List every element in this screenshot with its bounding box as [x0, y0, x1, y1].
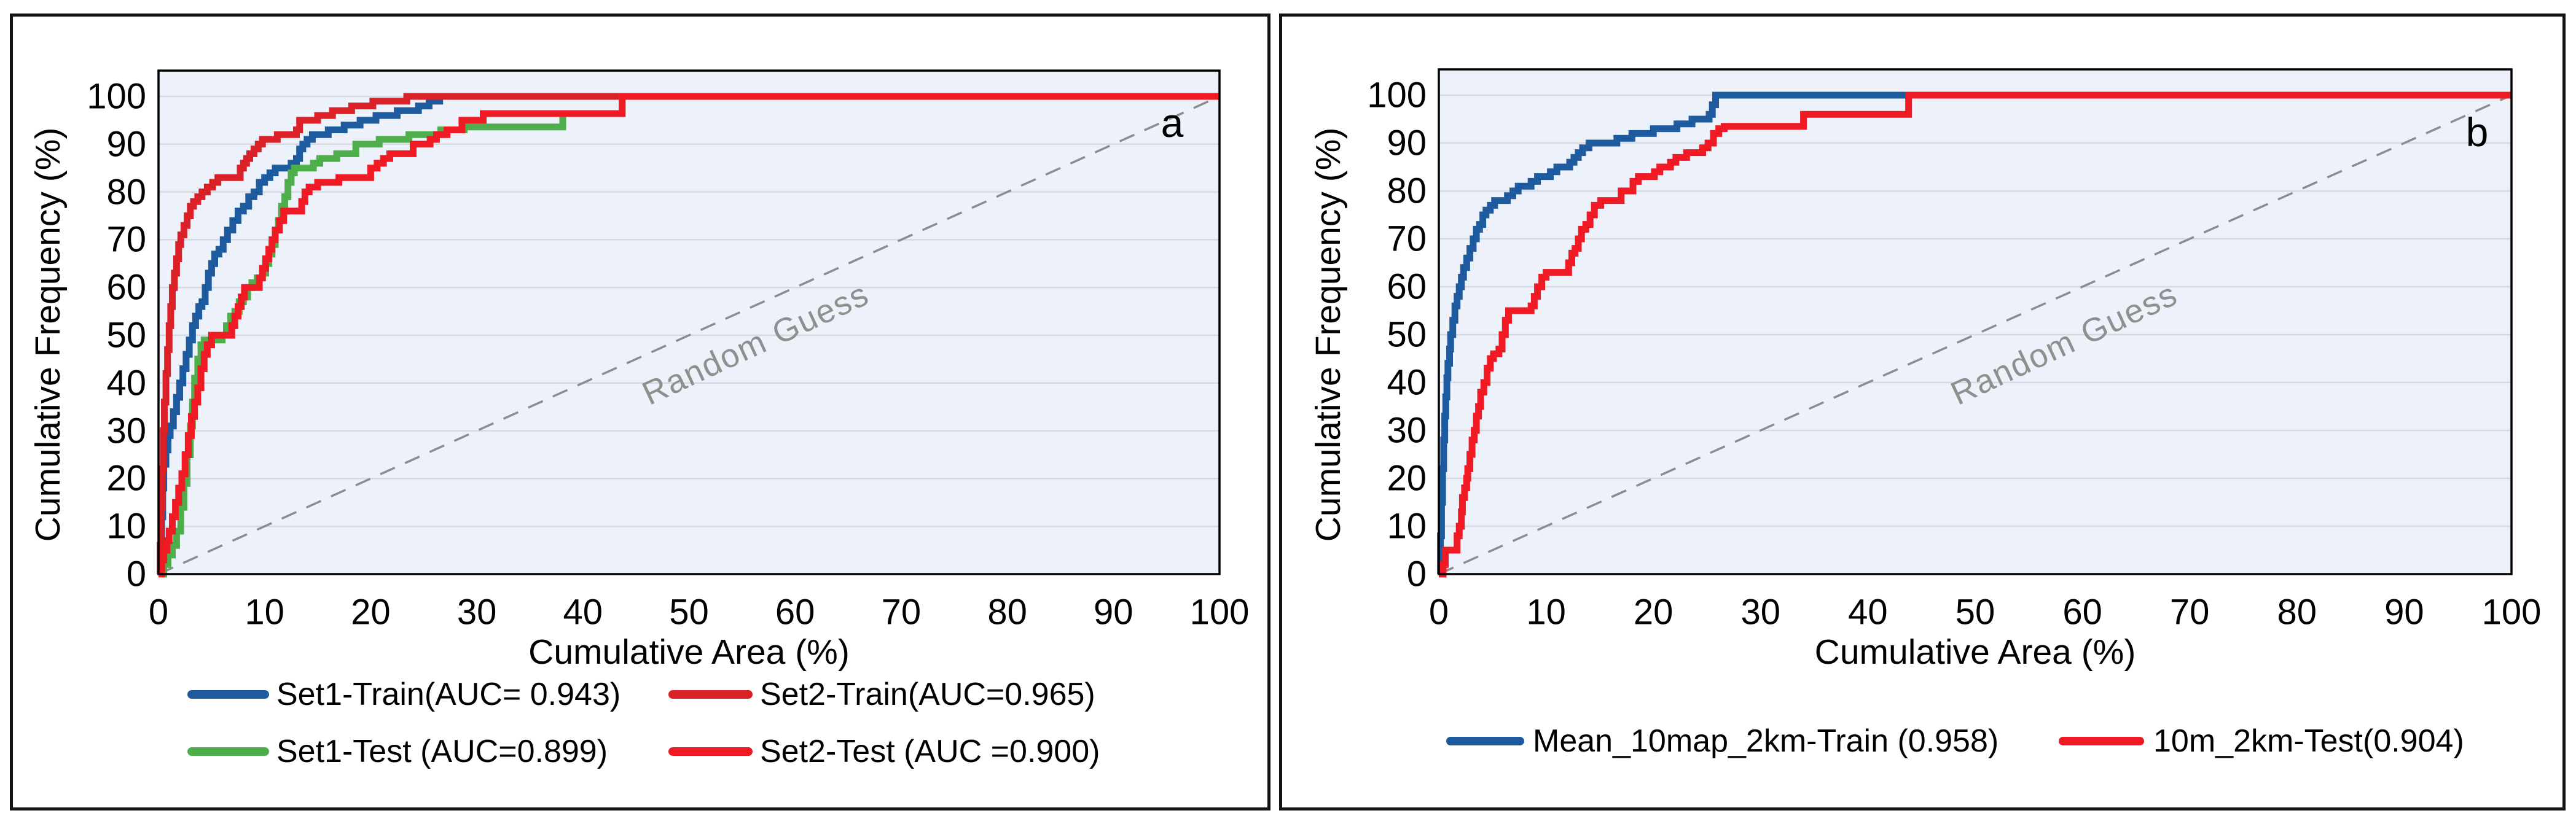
legend-label: 10m_2km-Test(0.904) — [2153, 723, 2464, 759]
legend-line-sample — [668, 747, 753, 756]
y-tick-label: 40 — [106, 363, 146, 403]
x-tick-label: 90 — [1094, 592, 1133, 632]
y-tick-label: 100 — [87, 76, 146, 117]
y-axis-title: Cumulative Frequency (%) — [1309, 127, 1348, 542]
panel-letter-a: a — [1161, 100, 1184, 146]
panel-b — [1279, 14, 2566, 810]
legend-label: Set2-Test (AUC =0.900) — [760, 734, 1100, 769]
legend-label: Set1-Train(AUC= 0.943) — [276, 677, 621, 712]
x-tick-label: 40 — [563, 592, 603, 632]
y-tick-label: 20 — [106, 458, 146, 499]
y-tick-label: 90 — [1387, 123, 1427, 163]
x-tick-label: 70 — [2169, 592, 2210, 632]
x-tick-label: 30 — [1740, 592, 1781, 632]
legend-line-sample — [1446, 737, 1524, 745]
legend-line-sample — [2059, 737, 2144, 745]
x-tick-label: 60 — [2062, 592, 2102, 632]
x-tick-label: 50 — [1955, 592, 1995, 632]
x-tick-label: 30 — [456, 592, 497, 632]
x-tick-label: 80 — [987, 592, 1027, 632]
x-tick-label: 100 — [2481, 592, 2542, 632]
y-tick-label: 80 — [106, 172, 146, 212]
y-tick-label: 50 — [106, 315, 146, 356]
x-tick-label: 0 — [1428, 592, 1449, 632]
legend-label: Mean_10map_2km-Train (0.958) — [1533, 723, 1999, 759]
x-tick-label: 100 — [1189, 592, 1250, 632]
legend-label: Set2-Train(AUC=0.965) — [760, 677, 1095, 712]
y-tick-label: 80 — [1387, 171, 1427, 211]
y-tick-label: 10 — [1387, 506, 1427, 546]
x-tick-label: 20 — [351, 592, 391, 632]
y-tick-label: 70 — [1387, 219, 1427, 259]
x-tick-label: 0 — [148, 592, 169, 632]
y-tick-label: 30 — [106, 411, 146, 451]
y-tick-label: 20 — [1387, 458, 1427, 499]
x-tick-label: 20 — [1633, 592, 1674, 632]
y-tick-label: 60 — [106, 267, 146, 308]
y-tick-label: 40 — [1387, 362, 1427, 403]
x-tick-label: 90 — [2384, 592, 2424, 632]
y-tick-label: 90 — [106, 124, 146, 165]
legend-line-sample — [187, 690, 269, 699]
y-tick-label: 70 — [106, 219, 146, 260]
x-tick-label: 10 — [245, 592, 284, 632]
y-tick-label: 0 — [126, 554, 146, 594]
y-tick-label: 0 — [1406, 554, 1427, 594]
y-axis-title: Cumulative Frequency (%) — [28, 127, 68, 542]
x-tick-label: 50 — [669, 592, 709, 632]
panel-letter-b: b — [2465, 109, 2489, 155]
y-tick-label: 10 — [106, 506, 146, 546]
y-tick-label: 100 — [1367, 75, 1427, 115]
y-tick-label: 60 — [1387, 266, 1427, 307]
x-axis-title: Cumulative Area (%) — [528, 632, 850, 672]
legend-line-sample — [187, 747, 269, 756]
y-tick-label: 50 — [1387, 314, 1427, 355]
x-tick-label: 40 — [1848, 592, 1888, 632]
x-tick-label: 10 — [1526, 592, 1566, 632]
x-tick-label: 80 — [2277, 592, 2317, 632]
x-tick-label: 70 — [881, 592, 922, 632]
legend-label: Set1-Test (AUC=0.899) — [276, 734, 608, 769]
x-axis-title: Cumulative Area (%) — [1814, 632, 2136, 672]
y-tick-label: 30 — [1387, 410, 1427, 451]
x-tick-label: 60 — [775, 592, 815, 632]
legend-line-sample — [668, 690, 753, 699]
